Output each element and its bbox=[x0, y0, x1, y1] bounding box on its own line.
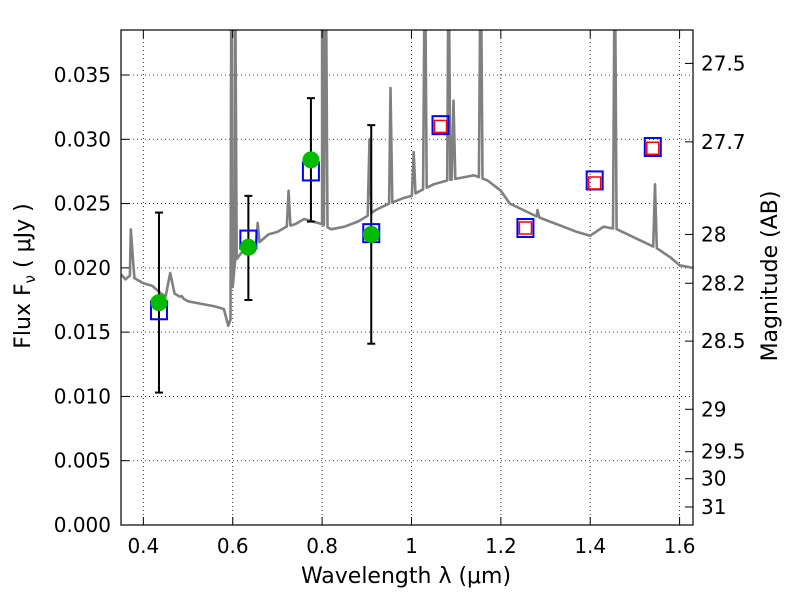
grid bbox=[121, 30, 693, 526]
plot-frame bbox=[120, 29, 694, 526]
y2-tick-label: 29 bbox=[701, 397, 726, 421]
blue-square-marker bbox=[516, 218, 535, 238]
y-tick-label: 0.000 bbox=[54, 513, 111, 537]
x-tick-label: 0.8 bbox=[306, 534, 338, 558]
y2-tick-label: 28.5 bbox=[701, 329, 746, 353]
green-point bbox=[150, 294, 168, 312]
green-point bbox=[239, 238, 257, 256]
y2-tick-label: 31 bbox=[701, 495, 726, 519]
red-square-marker bbox=[518, 221, 533, 235]
y-axis-label-unit: ( μJy ) bbox=[11, 203, 36, 275]
plot-area bbox=[121, 30, 693, 394]
red-square-marker bbox=[587, 176, 602, 190]
y-tick-label: 0.030 bbox=[54, 127, 111, 151]
y2-tick-label: 29.5 bbox=[701, 440, 746, 464]
blue-square-marker bbox=[643, 137, 662, 157]
right-axis-label: Magnitude (AB) bbox=[758, 191, 783, 362]
y-tick-label: 0.025 bbox=[54, 192, 111, 216]
x-tick-label: 1 bbox=[405, 534, 418, 558]
green-point bbox=[362, 225, 380, 243]
y-axis-label-subscript: ν bbox=[21, 275, 39, 283]
y-tick-label: 0.020 bbox=[54, 256, 111, 280]
y2-tick-label: 27.7 bbox=[701, 130, 746, 154]
x-tick-label: 1.4 bbox=[574, 534, 606, 558]
y-tick-label: 0.015 bbox=[54, 320, 111, 344]
x-axis-label: Wavelength λ (μm) bbox=[301, 564, 511, 589]
green-point bbox=[302, 151, 320, 169]
spectrum-line bbox=[121, 30, 693, 327]
y2-tick-label: 28 bbox=[701, 222, 726, 246]
x-tick-label: 1.6 bbox=[664, 534, 696, 558]
y2-tick-label: 28.2 bbox=[701, 271, 746, 295]
red-square-marker bbox=[433, 119, 448, 134]
y-axis-label-main: Flux F bbox=[11, 283, 36, 348]
x-tick-label: 0.6 bbox=[217, 534, 249, 558]
y2-tick-label: 27.5 bbox=[701, 51, 746, 75]
y-axis-label: Flux Fν ( μJy ) bbox=[11, 203, 39, 348]
x-tick-label: 1.2 bbox=[485, 534, 517, 558]
y-tick-label: 0.035 bbox=[54, 63, 111, 87]
y-tick-label: 0.010 bbox=[54, 384, 111, 408]
axes: 0.4 0.6 0.8 1 1.2 1.4 1.6 0.000 0.005 0.010 0.015 0… bbox=[54, 29, 746, 558]
y2-tick-label: 30 bbox=[701, 467, 726, 491]
y-tick-label: 0.005 bbox=[54, 449, 111, 473]
blue-square-marker bbox=[431, 115, 450, 136]
x-tick-label: 0.4 bbox=[127, 534, 159, 558]
red-square-marker bbox=[646, 141, 660, 156]
